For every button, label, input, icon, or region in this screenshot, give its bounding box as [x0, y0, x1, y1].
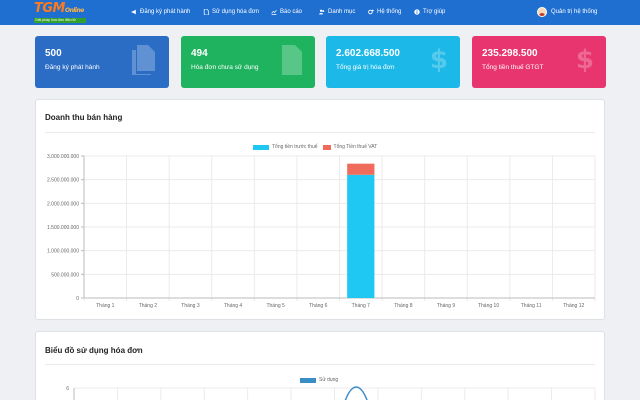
revenue-panel: Doanh thu bán hàng Tổng tiền trước thuế … — [35, 99, 605, 320]
logo[interactable]: TGMOnline Giải pháp hóa đơn điện tử — [34, 1, 86, 23]
line-chart-icon — [271, 9, 277, 15]
user-name: Quản trị hệ thống — [551, 9, 598, 15]
files-icon — [132, 45, 155, 75]
nav-label: Đăng ký phát hành — [140, 9, 191, 15]
avatar — [537, 7, 547, 17]
x-tick-label: Tháng 12 — [563, 303, 584, 309]
stat-label: Tổng giá trị hóa đơn — [336, 64, 395, 71]
x-tick-label: Tháng 11 — [521, 303, 542, 309]
stat-value: 500 — [45, 48, 62, 59]
x-tick-label: Tháng 3 — [181, 303, 200, 309]
x-tick-label: Tháng 10 — [478, 303, 499, 309]
stat-card-unused-invoices[interactable]: 494 Hóa đơn chưa sử dụng — [181, 36, 315, 88]
stat-card-invoice-total[interactable]: 2.602.668.500 Tổng giá trị hóa đơn $ — [326, 36, 460, 88]
nav-label: Sử dụng hóa đơn — [212, 9, 259, 15]
y-tick-label: 1.500.000.000 — [47, 225, 79, 231]
legend-swatch — [322, 144, 331, 150]
y-tick-label: 1.000.000.000 — [47, 249, 79, 255]
legend-label[interactable]: Tổng Tiền thuế VAT — [333, 144, 378, 150]
stat-label: Hóa đơn chưa sử dụng — [191, 64, 259, 71]
users-icon — [319, 9, 325, 15]
x-tick-label: Tháng 1 — [96, 303, 115, 309]
chart-legend: Sử dụng — [300, 377, 338, 383]
legend-swatch — [253, 144, 269, 150]
y-tick-label: 3.000.000.000 — [47, 154, 79, 160]
divider — [45, 364, 595, 365]
x-tick-label: Tháng 5 — [266, 303, 285, 309]
stat-label: Tổng tiền thuế GTGT — [482, 64, 544, 71]
logo-suffix: Online — [64, 7, 84, 14]
x-tick-label: Tháng 4 — [224, 303, 243, 309]
info-icon — [414, 9, 420, 15]
nav-su-dung-hoa-don[interactable]: Sử dụng hóa đơn — [203, 8, 259, 16]
x-tick-label: Tháng 7 — [352, 303, 371, 309]
nav-tro-giup[interactable]: Trợ giúp — [414, 8, 445, 16]
y-tick-label: 2.000.000.000 — [47, 201, 79, 207]
x-tick-label: Tháng 6 — [309, 303, 328, 309]
y-tick-label: 0 — [76, 296, 79, 302]
dollar-icon: $ — [575, 45, 594, 75]
nav-danh-muc[interactable]: Danh mục — [319, 8, 355, 16]
panel-title: Doanh thu bán hàng — [45, 113, 123, 122]
y-tick-label: 500.000.000 — [51, 272, 79, 278]
bar-Tháng-7 — [347, 163, 375, 175]
bar-Tháng-7 — [347, 174, 375, 298]
divider — [45, 132, 595, 133]
nav-label: Báo cáo — [280, 9, 303, 15]
stat-card-vat-total[interactable]: 235.298.500 Tổng tiền thuế GTGT $ — [472, 36, 606, 88]
file-icon — [282, 45, 302, 75]
y-tick-label: 6 — [66, 386, 69, 392]
top-navbar: TGMOnline Giải pháp hóa đơn điện tử Đăng… — [0, 0, 640, 25]
legend-label[interactable]: Sử dụng — [319, 377, 339, 383]
nav-label: Trợ giúp — [423, 9, 446, 15]
x-tick-label: Tháng 8 — [394, 303, 413, 309]
stat-value: 2.602.668.500 — [336, 48, 400, 59]
panel-title: Biểu đồ sử dụng hóa đơn — [45, 346, 143, 355]
revenue-chart: 0 500.000.000 1.000.000.000 1.500.000.000 2.… — [47, 154, 596, 309]
megaphone-icon — [131, 9, 136, 15]
usage-chart: 6 — [66, 386, 596, 400]
logo-text: TGM — [34, 1, 65, 16]
usage-panel: Biểu đồ sử dụng hóa đơn Sử dụng 6 — [35, 331, 605, 400]
nav-he-thong[interactable]: Hệ thống — [368, 8, 401, 16]
dollar-icon: $ — [429, 45, 448, 75]
logo-tagline: Giải pháp hóa đơn điện tử — [34, 18, 86, 23]
stat-label: Đăng ký phát hành — [45, 64, 100, 71]
series-line-su-dung — [344, 386, 368, 400]
nav-label: Danh mục — [328, 9, 356, 15]
document-icon — [203, 9, 209, 15]
chart-legend: Tổng tiền trước thuế Tổng Tiền thuế VAT — [253, 144, 377, 150]
legend-swatch — [300, 377, 316, 383]
legend-label[interactable]: Tổng tiền trước thuế — [272, 144, 318, 150]
x-tick-label: Tháng 2 — [139, 303, 158, 309]
stat-value: 235.298.500 — [482, 48, 538, 59]
nav-dang-ky-phat-hanh[interactable]: Đăng ký phát hành — [131, 8, 190, 16]
nav-bao-cao[interactable]: Báo cáo — [271, 8, 302, 16]
user-menu[interactable]: Quản trị hệ thống — [537, 7, 597, 17]
stat-value: 494 — [191, 48, 208, 59]
stat-card-registrations[interactable]: 500 Đăng ký phát hành — [35, 36, 169, 88]
y-tick-label: 2.500.000.000 — [47, 178, 79, 184]
x-tick-label: Tháng 9 — [437, 303, 456, 309]
gears-icon — [368, 9, 374, 15]
nav-label: Hệ thống — [377, 9, 402, 15]
